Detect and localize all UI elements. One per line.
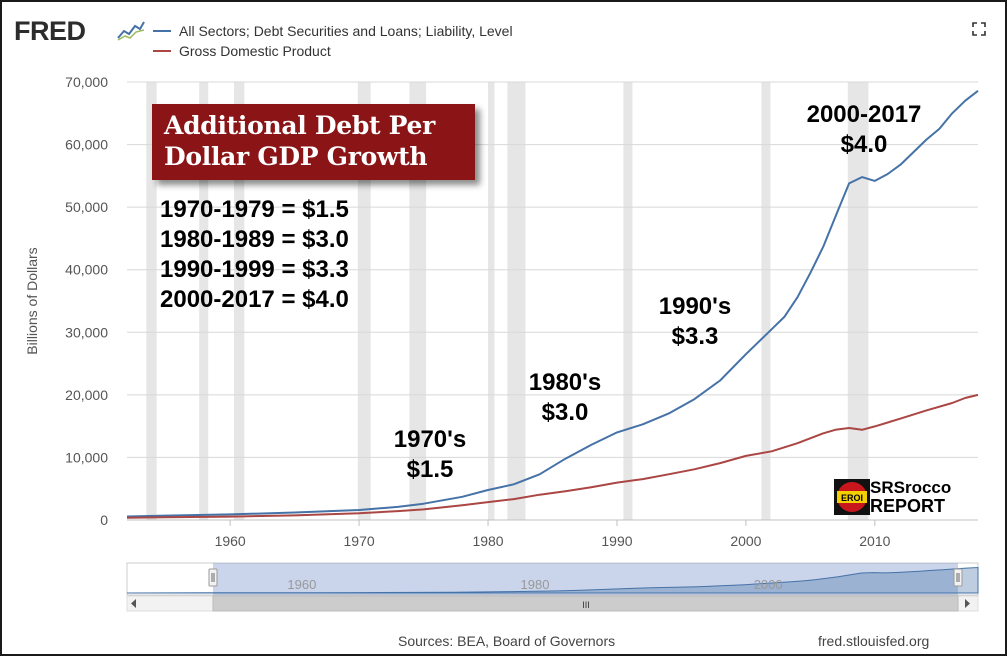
recession-band <box>199 82 209 520</box>
legend-swatch-debt <box>153 30 171 32</box>
annotation-1980s: 1980's $3.0 <box>515 368 615 428</box>
navigator-handle[interactable] <box>208 568 218 587</box>
annotation-1980s-value: $3.0 <box>541 399 589 426</box>
scroll-left-icon[interactable] <box>131 599 136 608</box>
y-tick-label: 60,000 <box>65 137 108 153</box>
eroi-badge-text: EROI <box>841 493 863 503</box>
annotation-1990s-value: $3.3 <box>671 323 719 350</box>
fred-logo[interactable]: FRED <box>14 16 86 46</box>
x-tick-label: 2010 <box>859 533 890 549</box>
site-link[interactable]: fred.stlouisfed.org <box>818 633 930 649</box>
navigator-handle[interactable] <box>953 568 963 587</box>
annotation-list-item: 1980-1989 = $3.0 <box>160 226 349 253</box>
x-tick-label: 2000 <box>730 533 761 549</box>
y-tick-label: 20,000 <box>65 387 108 403</box>
annotation-1990s: 1990's $3.3 <box>645 292 745 352</box>
recession-band <box>847 82 869 520</box>
annotation-box-line2: Dollar GDP Growth <box>164 142 428 171</box>
recession-band <box>146 82 157 520</box>
y-tick-label: 50,000 <box>65 199 108 215</box>
recession-band <box>357 82 371 520</box>
chart-legend: All Sectors; Debt Securities and Loans; … <box>153 21 513 61</box>
annotation-2000s: 2000-2017 $4.0 <box>790 100 938 160</box>
navigator-tick-label: 1960 <box>287 577 316 592</box>
annotation-2000s-value: $4.0 <box>840 131 888 158</box>
y-tick-label: 30,000 <box>65 324 108 340</box>
annotation-list-item: 1970-1979 = $1.5 <box>160 196 349 223</box>
legend-label-debt: All Sectors; Debt Securities and Loans; … <box>179 23 513 39</box>
scrollbar-thumb[interactable] <box>212 595 959 612</box>
navigator-area <box>126 562 979 596</box>
recession-band <box>234 82 245 520</box>
y-tick-label: 70,000 <box>65 74 108 90</box>
recession-band <box>409 82 427 520</box>
annotation-1970s: 1970's $1.5 <box>380 425 480 485</box>
legend-label-gdp: Gross Domestic Product <box>179 43 331 59</box>
x-tick-label: 1990 <box>601 533 632 549</box>
y-axis-title: Billions of Dollars <box>24 247 40 354</box>
legend-swatch-gdp <box>153 50 171 52</box>
y-tick-label: 0 <box>100 512 108 528</box>
legend-item-gdp[interactable]: Gross Domestic Product <box>153 41 513 61</box>
navigator-tick-label: 2000 <box>754 577 783 592</box>
x-tick-label: 1960 <box>215 533 246 549</box>
brand-line1: SRSrocco <box>870 478 952 497</box>
line-chart-icon <box>116 18 146 42</box>
legend-item-debt[interactable]: All Sectors; Debt Securities and Loans; … <box>153 21 513 41</box>
sources-note: Sources: BEA, Board of Governors <box>398 633 616 649</box>
annotation-1990s-label: 1990's <box>658 293 732 320</box>
scrollbar-grip: III <box>582 600 590 610</box>
annotation-1970s-value: $1.5 <box>406 456 454 483</box>
recession-band <box>507 82 526 520</box>
annotation-1970s-label: 1970's <box>393 426 467 453</box>
recession-band <box>623 82 633 520</box>
eroi-badge-icon: EROI <box>834 479 870 515</box>
annotation-box: Additional Debt Per Dollar GDP Growth <box>152 104 475 180</box>
annotation-list-item: 1990-1999 = $3.3 <box>160 256 349 283</box>
y-tick-label: 40,000 <box>65 262 108 278</box>
navigator-tick-label: 1980 <box>521 577 550 592</box>
x-tick-label: 1980 <box>472 533 503 549</box>
recession-band <box>761 82 771 520</box>
scroll-right-icon[interactable] <box>965 599 970 608</box>
series-line-gdp[interactable] <box>126 393 979 519</box>
expand-icon[interactable] <box>972 22 986 36</box>
annotation-box-line1: Additional Debt Per <box>164 111 435 140</box>
annotation-1980s-label: 1980's <box>528 369 602 396</box>
series-line-debt[interactable] <box>126 90 979 518</box>
x-tick-label: 1970 <box>344 533 375 549</box>
annotation-2000s-label: 2000-2017 <box>806 101 922 128</box>
annotation-list-item: 2000-2017 = $4.0 <box>160 286 349 313</box>
y-tick-label: 10,000 <box>65 449 108 465</box>
brand-line2: REPORT <box>870 496 946 516</box>
navigator-series <box>126 566 979 594</box>
annotation-list: 1970-1979 = $1.5 1980-1989 = $3.0 1990-1… <box>160 195 349 315</box>
recession-band <box>488 82 495 520</box>
brand-text: SRSrocco REPORT <box>870 478 952 516</box>
